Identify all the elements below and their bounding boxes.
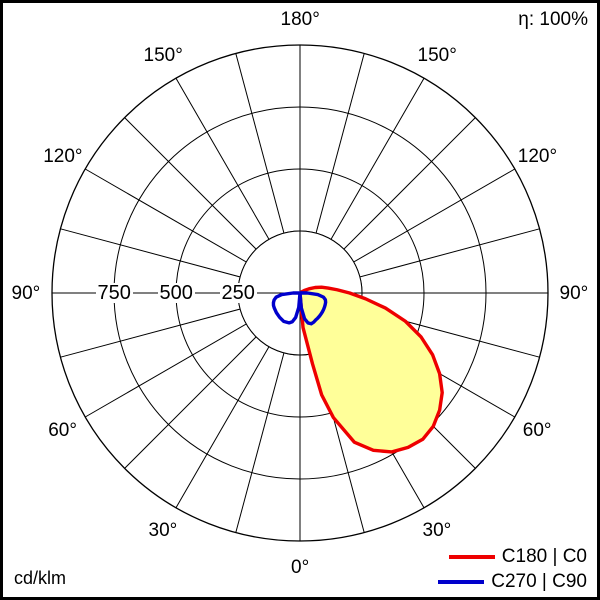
angle-label-240: 120° [43, 145, 83, 167]
angle-label-60: 60° [522, 419, 552, 441]
angle-label-330: 30° [148, 519, 178, 541]
radial-label-500: 500 [157, 282, 195, 304]
legend-label-c180-c0: C180 | C0 [501, 546, 587, 567]
legend: C180 | C0 C270 | C90 [438, 546, 587, 593]
series-curve [271, 291, 328, 326]
angle-label-270: 90° [11, 282, 41, 304]
polar-series-layer [271, 285, 444, 454]
legend-item-c180-c0: C180 | C0 [448, 546, 587, 568]
angle-label-300: 60° [48, 419, 77, 441]
angle-label-0: 0° [291, 556, 310, 578]
series-curve [298, 285, 444, 454]
angle-label-30: 30° [422, 519, 452, 541]
angle-label-90: 90° [559, 282, 589, 304]
polar-plot-canvas [51, 44, 549, 542]
radial-label-750: 750 [95, 282, 133, 304]
angle-label-210: 150° [143, 45, 183, 67]
legend-swatch-c270-c90 [438, 580, 485, 584]
series-fill [300, 287, 443, 452]
legend-swatch-c180-c0 [448, 555, 495, 559]
legend-item-c270-c90: C270 | C90 [438, 571, 587, 593]
efficiency-label: η: 100% [518, 9, 588, 30]
angle-label-180: 180° [280, 8, 320, 30]
legend-label-c270-c90: C270 | C90 [491, 571, 587, 592]
radial-label-250: 250 [219, 282, 257, 304]
unit-label: cd/klm [14, 568, 67, 588]
angle-label-150: 150° [417, 45, 457, 67]
angle-label-120: 120° [517, 145, 558, 167]
